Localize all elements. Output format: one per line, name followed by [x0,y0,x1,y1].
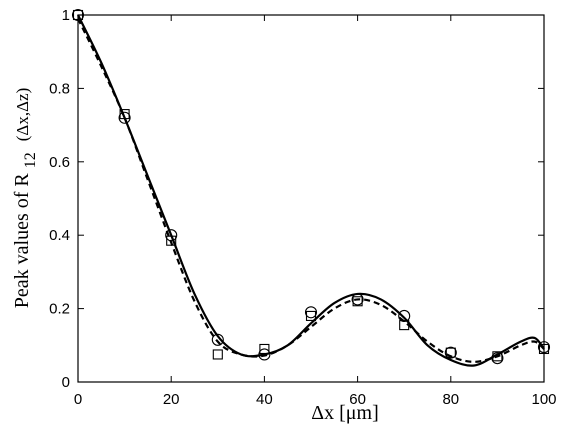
square-marker [119,109,130,120]
y-axis-title: Peak values of R 12 (Δx,Δz) [11,88,40,308]
square-marker [259,343,270,355]
square-marker [352,296,363,307]
square-marker [492,351,503,362]
y-tick-label: 0 [62,374,70,391]
circle-marker [444,346,457,359]
circle-marker [491,352,504,365]
circle-marker [258,348,271,361]
circle-marker [165,229,178,242]
circle-marker [71,8,85,22]
square-marker [72,9,84,21]
y-axis-title-args: (Δx,Δz) [13,88,32,141]
square-marker [305,310,317,321]
y-axis-title-main: Peak values of R [11,173,33,309]
circle-marker [304,306,318,319]
circle-marker [351,293,364,306]
square-marker [445,347,456,358]
square-marker [538,343,550,355]
circle-marker [211,333,224,346]
y-tick-label: 0.8 [49,80,70,97]
x-tick-label: 60 [349,391,366,408]
series-dashed-line [77,18,545,363]
x-axis-title: Δx [μm] [311,402,378,424]
square-marker [212,349,223,360]
circle-marker [537,341,551,354]
x-tick-label: 0 [74,391,82,408]
y-tick-label: 1 [62,7,70,24]
circle-marker [118,111,131,124]
x-tick-label: 80 [442,391,459,408]
y-tick-label: 0.6 [49,154,70,171]
square-marker [399,320,410,331]
plot-frame [77,14,545,383]
series-solid-line [77,14,545,367]
y-tick-label: 0.4 [49,227,70,244]
y-axis-title-subscript: 12 [22,152,39,168]
x-tick-label: 20 [163,391,180,408]
circle-marker [398,309,411,322]
x-tick-label: 100 [531,391,556,408]
square-marker [166,235,177,246]
y-tick-label: 0.2 [49,301,70,318]
x-tick-label: 40 [256,391,273,408]
